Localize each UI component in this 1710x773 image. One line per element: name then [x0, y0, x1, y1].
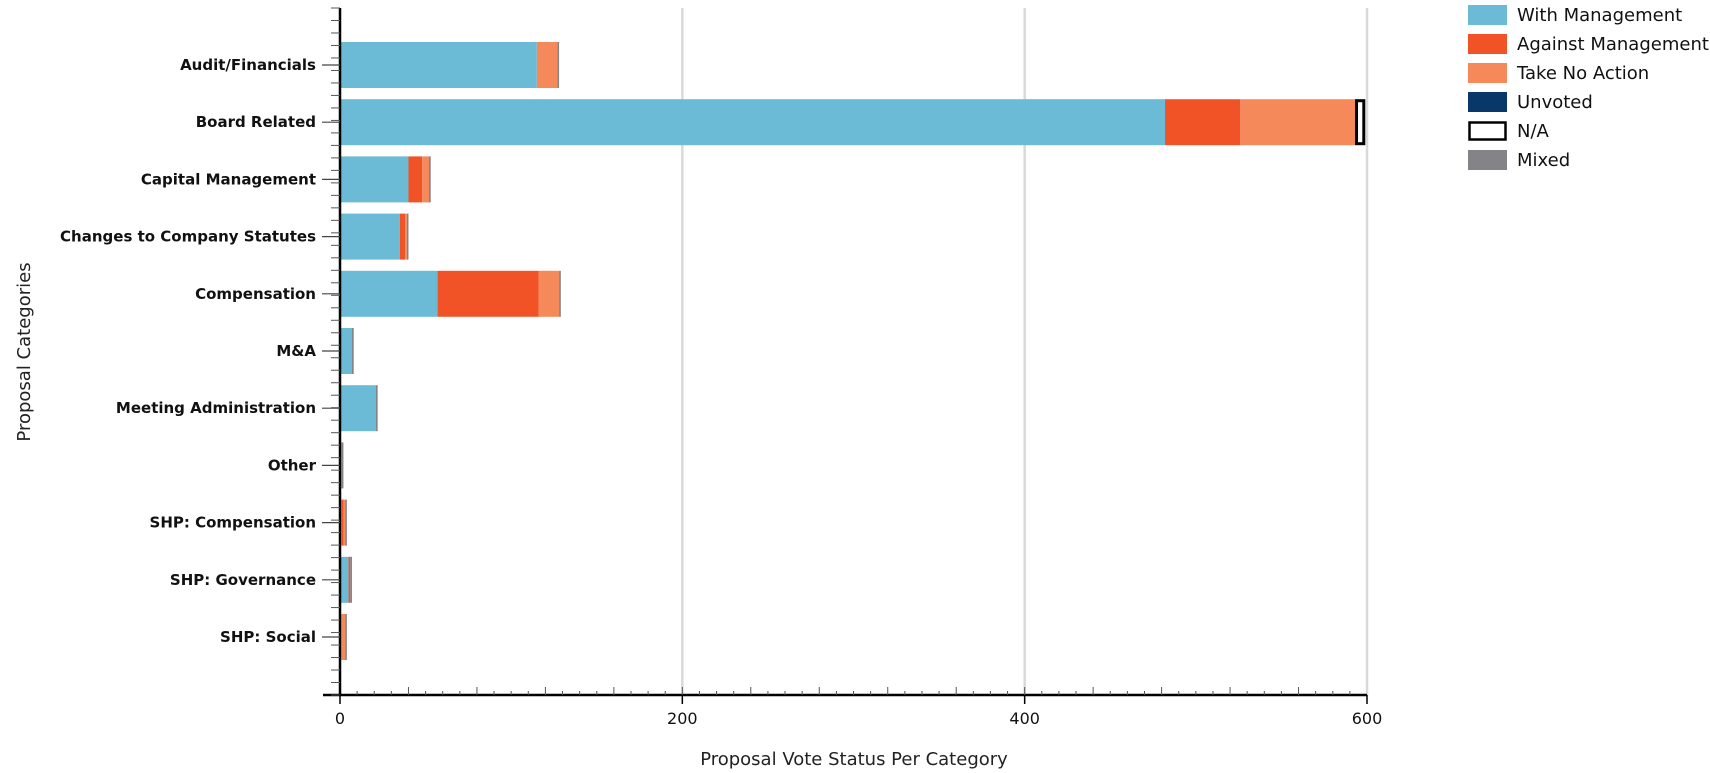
x-tick-label: 0 [335, 709, 345, 728]
y-axis-title: Proposal Categories [14, 262, 35, 441]
bar-segment [536, 42, 558, 88]
bar-segment [1355, 99, 1366, 146]
x-axis-title: Proposal Vote Status Per Category [700, 749, 1008, 770]
category-label: Other [268, 456, 317, 474]
bar-segment [345, 614, 347, 660]
legend-label: N/A [1517, 121, 1550, 142]
bar-segment [343, 499, 346, 546]
axes [322, 7, 1368, 704]
bars [340, 42, 1366, 660]
legend-label: Mixed [1517, 150, 1570, 171]
bar-segment [340, 270, 438, 317]
legend-label: Unvoted [1517, 92, 1593, 113]
legend-label: With Management [1517, 5, 1682, 26]
legend-swatch [1468, 150, 1507, 170]
axis-labels: 0 200 400 600 Audit/Financials Board Related C… [60, 56, 1382, 728]
bar-segment [348, 556, 351, 603]
bar-segment [341, 614, 346, 660]
bar-segment [408, 156, 423, 203]
bar-segment [340, 385, 376, 432]
legend-label: Against Management [1517, 34, 1709, 55]
bar-segment [429, 156, 431, 203]
category-label: Capital Management [141, 170, 316, 188]
bar-segment [340, 213, 400, 260]
legend-swatch [1468, 63, 1507, 83]
bar-segment [340, 42, 537, 88]
bar-segment [559, 270, 561, 317]
category-label: SHP: Governance [170, 571, 316, 589]
bar-segment [340, 99, 1166, 146]
category-label: Changes to Company Statutes [60, 228, 316, 246]
bar-segment [1240, 99, 1356, 146]
legend-swatch [1468, 92, 1507, 112]
x-tick-label: 400 [1009, 709, 1040, 728]
category-label: Audit/Financials [180, 56, 316, 74]
bar-segment [422, 156, 430, 203]
bar-segment [340, 556, 349, 603]
bar-segment [406, 213, 409, 260]
bar-segment [405, 213, 407, 260]
bar-segment [375, 385, 378, 432]
x-tick-label: 200 [667, 709, 698, 728]
bar-segment [437, 270, 539, 317]
bar-segment [538, 270, 560, 317]
category-label: Board Related [196, 113, 316, 131]
x-tick-label: 600 [1352, 709, 1383, 728]
legend-swatch [1468, 5, 1507, 25]
bar-segment [341, 442, 344, 489]
legend-swatch [1468, 121, 1507, 141]
bar-segment [341, 499, 344, 546]
category-label: Meeting Administration [116, 399, 316, 417]
bar-segment [340, 156, 409, 203]
bar-segment [345, 499, 347, 546]
legend-swatch [1468, 34, 1507, 54]
legend: With Management Against Management Take No… [1468, 5, 1709, 171]
bar-segment [399, 213, 406, 260]
category-label: SHP: Compensation [150, 514, 316, 532]
bar-segment [350, 556, 352, 603]
bar-segment [351, 328, 354, 374]
category-label: SHP: Social [220, 628, 316, 646]
category-label: Compensation [195, 285, 316, 303]
legend-label: Take No Action [1516, 63, 1649, 84]
bar-segment [340, 328, 352, 374]
bar-segment [557, 42, 560, 88]
bar-segment [1165, 99, 1241, 146]
category-label: M&A [276, 342, 316, 360]
